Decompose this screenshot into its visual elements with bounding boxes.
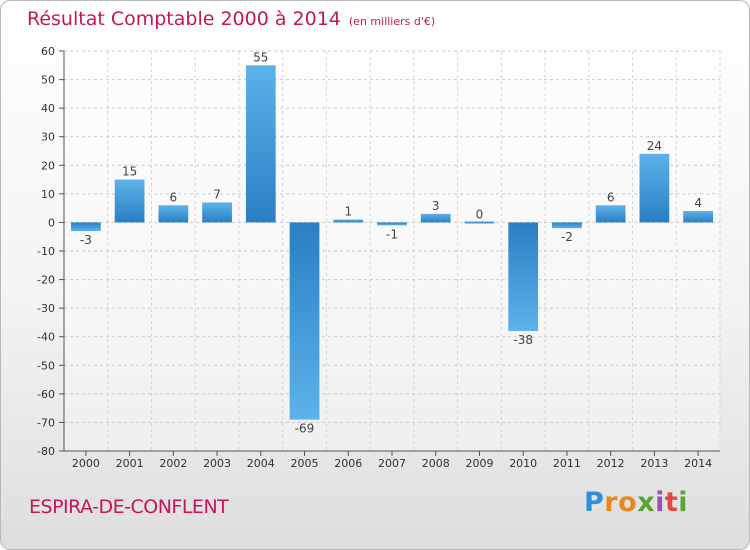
y-tick-label: 40 — [41, 102, 55, 115]
bars — [70, 65, 714, 420]
bar — [333, 219, 364, 223]
logo-letter: t — [664, 487, 679, 518]
chart-title: Résultat Comptable 2000 à 2014 (en millie… — [27, 8, 435, 30]
y-tick-label: 50 — [41, 74, 55, 87]
bar — [552, 222, 582, 229]
y-tick-label: 30 — [41, 131, 55, 144]
x-tick-label: 2000 — [72, 457, 100, 470]
x-tick-label: 2007 — [378, 457, 406, 470]
y-tick-label: -20 — [37, 274, 55, 287]
bar — [114, 179, 145, 223]
logo-letter: x — [637, 487, 656, 518]
x-tick-label: 2009 — [465, 457, 493, 470]
data-label: -2 — [561, 230, 573, 244]
y-tick-label: -50 — [37, 359, 55, 372]
proxiti-logo: Proxiti — [584, 487, 688, 518]
grid — [63, 50, 721, 452]
data-label: 55 — [253, 50, 268, 64]
data-label: 7 — [213, 187, 221, 201]
data-label: 6 — [170, 190, 178, 204]
x-tick-label: 2012 — [597, 457, 625, 470]
x-tick-label: 2002 — [159, 457, 187, 470]
x-tick-label: 2014 — [684, 457, 712, 470]
y-tick-label: -10 — [37, 245, 55, 258]
data-label: 4 — [694, 196, 702, 210]
logo-letter: i — [655, 487, 665, 518]
logo-letter: o — [618, 487, 638, 518]
bar — [70, 222, 101, 231]
y-tick-label: -80 — [37, 445, 55, 458]
bar — [420, 213, 451, 223]
x-tick-label: 2006 — [334, 457, 362, 470]
bar — [377, 222, 407, 226]
bar — [245, 65, 276, 223]
x-tick-label: 2013 — [640, 457, 668, 470]
commune-name: ESPIRA-DE-CONFLENT — [29, 496, 229, 518]
data-label: 3 — [432, 199, 440, 213]
x-tick-label: 2005 — [291, 457, 319, 470]
y-tick-label: -30 — [37, 302, 55, 315]
chart-title-text: Résultat Comptable 2000 à 2014 — [27, 8, 341, 30]
data-label: -1 — [386, 227, 398, 241]
y-tick-label: -70 — [37, 416, 55, 429]
y-tick-label: -60 — [37, 388, 55, 401]
x-tick-label: 2010 — [509, 457, 537, 470]
data-label: -3 — [80, 233, 92, 247]
data-label: -69 — [295, 422, 315, 436]
x-tick-label: 2003 — [203, 457, 231, 470]
data-label: 24 — [647, 139, 662, 153]
bar — [464, 221, 495, 224]
y-tick-label: 0 — [48, 216, 55, 229]
value-labels: -3 15 6 7 55 -69 1 -1 3 0 -38 -2 6 24 4 — [80, 50, 702, 435]
x-tick-label: 2001 — [116, 457, 144, 470]
bar — [289, 222, 320, 420]
x-tick-label: 2008 — [422, 457, 450, 470]
bar — [683, 211, 714, 223]
logo-letter: i — [678, 487, 689, 518]
bar — [158, 205, 189, 223]
bar — [508, 222, 539, 331]
x-tick-label: 2011 — [553, 457, 581, 470]
bar — [595, 205, 626, 223]
chart-unit: (en milliers d'€) — [348, 15, 436, 28]
data-label: 0 — [476, 207, 484, 221]
y-tick-label: 60 — [41, 45, 55, 58]
y-tick-label: 20 — [41, 159, 55, 172]
bar — [202, 202, 232, 223]
y-tick-label: -40 — [37, 331, 55, 344]
bar — [639, 153, 670, 223]
logo-letter: P — [584, 487, 605, 518]
x-tick-label: 2004 — [247, 457, 275, 470]
data-label: 15 — [122, 165, 137, 179]
data-label: 1 — [344, 205, 352, 219]
y-tick-label: 10 — [41, 188, 55, 201]
data-label: 6 — [607, 190, 615, 204]
data-label: -38 — [513, 333, 533, 347]
axes: 6050403020100-10-20-30-40-50-60-70-80200… — [37, 45, 720, 470]
logo-letter: r — [604, 487, 619, 518]
